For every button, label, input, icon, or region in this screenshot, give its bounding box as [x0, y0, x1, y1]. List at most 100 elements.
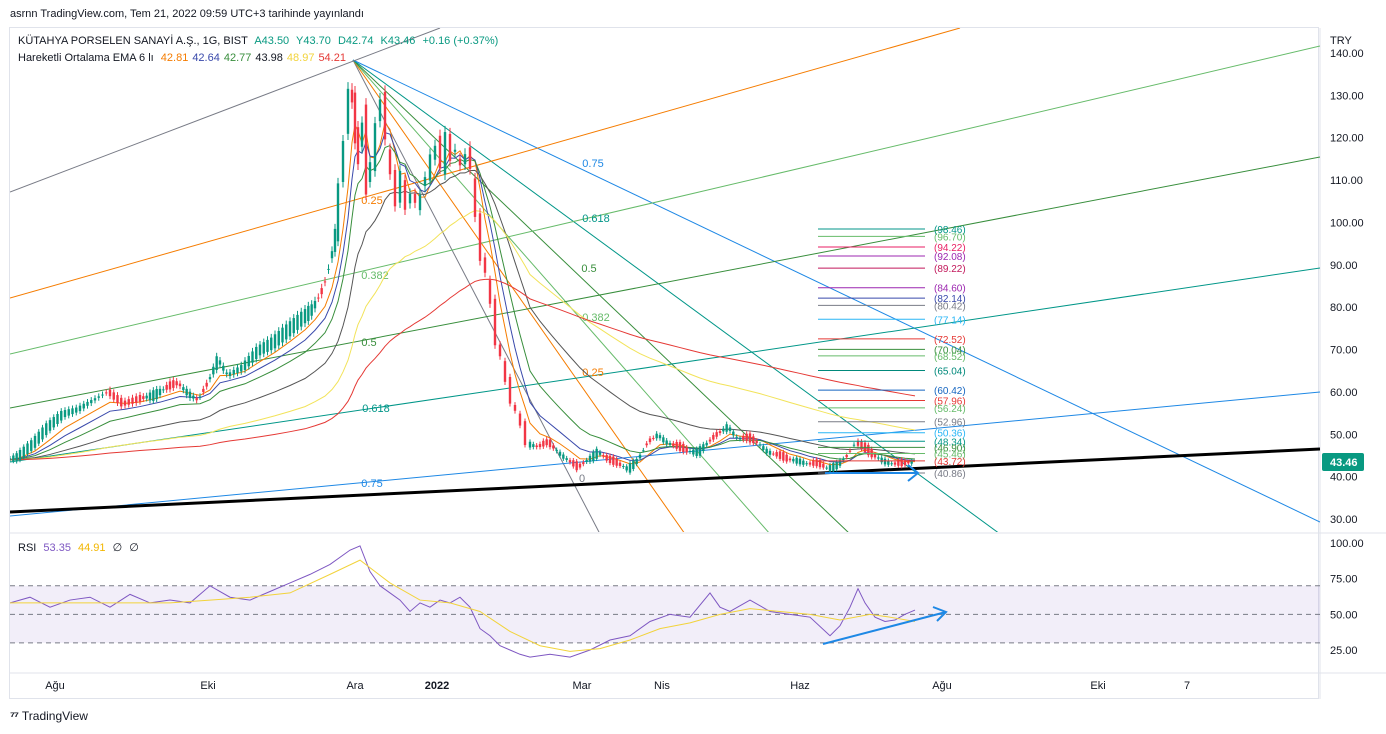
candle-body — [493, 298, 497, 346]
symbol-name: KÜTAHYA PORSELEN SANAYİ A.Ş., 1G, BIST — [18, 35, 248, 47]
price-tick-label: 30.00 — [1330, 514, 1358, 526]
candle-body — [755, 440, 758, 444]
last-price-label: 43.46 — [1330, 457, 1358, 469]
ema-line-5 — [10, 210, 916, 461]
candle-body — [438, 135, 442, 169]
candle-body — [856, 440, 860, 446]
candle-body — [277, 330, 280, 346]
time-tick-label: Ağu — [45, 680, 65, 692]
price-tick-label: 90.00 — [1330, 260, 1358, 272]
candle-body — [635, 458, 638, 465]
candle-body — [313, 300, 317, 309]
rsi-axis[interactable]: 100.00 75.00 50.00 25.00 — [1330, 538, 1364, 657]
footer-brand[interactable]: ⁷⁷ TradingView — [10, 709, 88, 723]
change-value: +0.16 (+0.37%) — [422, 35, 499, 47]
fan-line-up-3 — [10, 156, 1320, 409]
candle-body — [638, 454, 642, 459]
candle-body — [818, 460, 822, 468]
candle-body — [568, 460, 572, 463]
candle-body — [498, 344, 502, 357]
candle-body — [738, 438, 742, 440]
candle-body — [463, 154, 467, 165]
candle-body — [218, 360, 222, 365]
rsi-pane — [10, 545, 1320, 658]
candle-body — [10, 458, 12, 460]
candle-body — [835, 461, 838, 470]
candle-body — [852, 444, 856, 446]
candle-body — [785, 454, 788, 462]
candle-body — [82, 403, 85, 409]
currency-label: TRY — [1330, 35, 1352, 47]
candle-body — [262, 342, 265, 354]
candle-body — [555, 449, 558, 452]
candle-body — [152, 390, 155, 401]
candle-body — [788, 458, 792, 461]
candle-body — [705, 442, 708, 446]
fib-level-label: (96.70) — [934, 232, 966, 243]
candle-body — [22, 446, 25, 458]
candle-body — [255, 346, 258, 359]
candle-body — [772, 453, 775, 455]
price-tick-label: 130.00 — [1330, 90, 1364, 102]
candle-body — [488, 280, 492, 304]
fib-level-label: (46.90) — [934, 443, 966, 454]
fib-level-label: (45.46) — [934, 450, 966, 461]
candle-body — [158, 388, 162, 396]
rsi-title: RSI — [18, 542, 37, 554]
fib-level-label: (89.22) — [934, 264, 966, 275]
candle-body — [323, 281, 327, 283]
candle-body — [658, 435, 662, 439]
candle-body — [373, 123, 377, 172]
candle-body — [403, 180, 407, 210]
price-axis[interactable]: 140.00 130.00 120.00 110.00 100.00 90.00 80.00… — [1322, 35, 1364, 526]
candle-body — [273, 334, 277, 349]
candle-body — [336, 183, 340, 242]
fib-level-label: (56.24) — [934, 404, 966, 415]
candle-body — [873, 454, 877, 458]
rsi-arrow-head — [932, 606, 948, 622]
price-tick-label: 120.00 — [1330, 133, 1364, 145]
ema-line-2 — [10, 132, 916, 463]
candle-body — [202, 388, 205, 393]
candle-body — [453, 149, 457, 152]
candle-body — [75, 407, 78, 413]
candle-body — [33, 435, 37, 448]
candle-body — [702, 444, 705, 452]
candle-body — [232, 369, 235, 375]
candle-body — [138, 394, 142, 402]
candle-body — [782, 452, 785, 461]
candle-body — [60, 410, 63, 421]
candle-body — [602, 455, 605, 457]
candle-body — [346, 88, 350, 134]
candle-body — [108, 389, 112, 397]
candle-body — [575, 461, 578, 471]
candle-body — [608, 455, 612, 464]
candle-body — [692, 449, 695, 455]
ema-value-4: 43.98 — [255, 52, 283, 64]
candle-body — [880, 457, 883, 463]
candle-body — [718, 431, 722, 434]
candle-body — [742, 435, 745, 440]
time-axis[interactable]: Ağu Eki Ara 2022 Mar Nis Haz Ağu Eki 7 — [45, 680, 1190, 692]
candle-body — [503, 361, 507, 382]
price-tick-label: 70.00 — [1330, 345, 1358, 357]
candle-body — [748, 433, 752, 443]
fib-level-label: (77.14) — [934, 315, 966, 326]
candle-body — [18, 449, 22, 461]
fib-level-label: (92.08) — [934, 252, 966, 263]
fib-level-label: (52.96) — [934, 418, 966, 429]
candle-body — [270, 337, 273, 351]
candle-body — [205, 382, 208, 387]
candle-body — [562, 454, 565, 459]
symbol-legend: KÜTAHYA PORSELEN SANAYİ A.Ş., 1G, BIST A… — [18, 35, 502, 47]
candle-body — [528, 441, 532, 448]
candle-body — [222, 365, 225, 371]
candle-body — [468, 147, 472, 169]
close-value: K43.46 — [380, 35, 416, 47]
candle-body — [668, 443, 672, 445]
candle-body — [665, 440, 668, 445]
fan-label-left: 0.25 — [361, 195, 382, 207]
candle-body — [330, 251, 334, 259]
candle-body — [728, 427, 732, 431]
